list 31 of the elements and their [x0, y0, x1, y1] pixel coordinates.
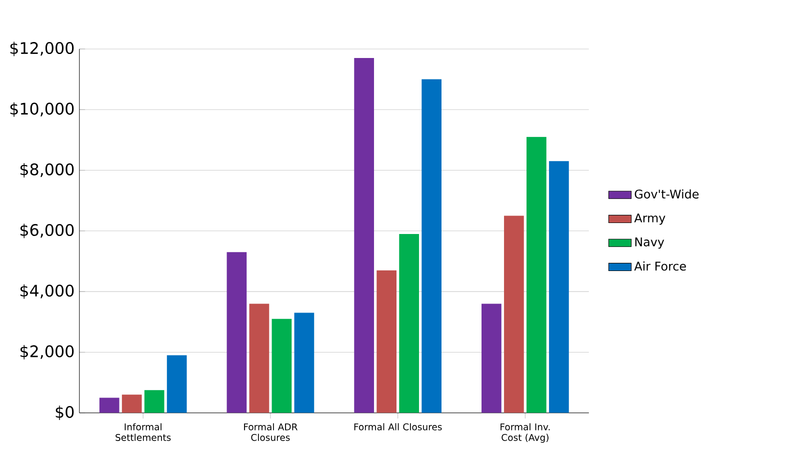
bar — [504, 216, 524, 413]
bar — [166, 355, 187, 413]
bar — [482, 304, 502, 413]
bar — [226, 252, 247, 413]
y-tick-label: $8,000 — [20, 163, 74, 178]
x-tick-label: Informal Settlements — [116, 423, 171, 442]
bar — [354, 58, 374, 413]
y-tick-label: $10,000 — [10, 102, 74, 117]
x-tick-label: Formal Inv. Cost (Avg) — [500, 423, 550, 443]
bar — [294, 312, 314, 413]
legend-label: Navy — [635, 238, 664, 249]
x-tick-label: Formal ADR Closures — [244, 423, 298, 442]
bar — [549, 161, 569, 413]
y-tick-label: $12,000 — [10, 42, 74, 56]
bar — [249, 304, 270, 413]
x-tick-label: Formal All Closures — [354, 423, 442, 430]
y-tick-label: $0 — [56, 406, 74, 420]
y-tick-label: $2,000 — [20, 345, 74, 360]
bar — [272, 318, 292, 413]
legend-label: Air Force — [634, 262, 686, 271]
bar — [122, 394, 142, 413]
y-tick-label: $4,000 — [20, 284, 74, 299]
bar — [526, 136, 546, 413]
bar — [422, 79, 442, 413]
y-tick-label: $6,000 — [20, 224, 74, 238]
bar — [144, 390, 164, 413]
legend-label: Gov't-Wide — [634, 189, 699, 199]
bar — [376, 270, 397, 413]
legend-label: Army — [634, 214, 666, 225]
bar — [399, 234, 419, 413]
bar — [99, 398, 120, 413]
